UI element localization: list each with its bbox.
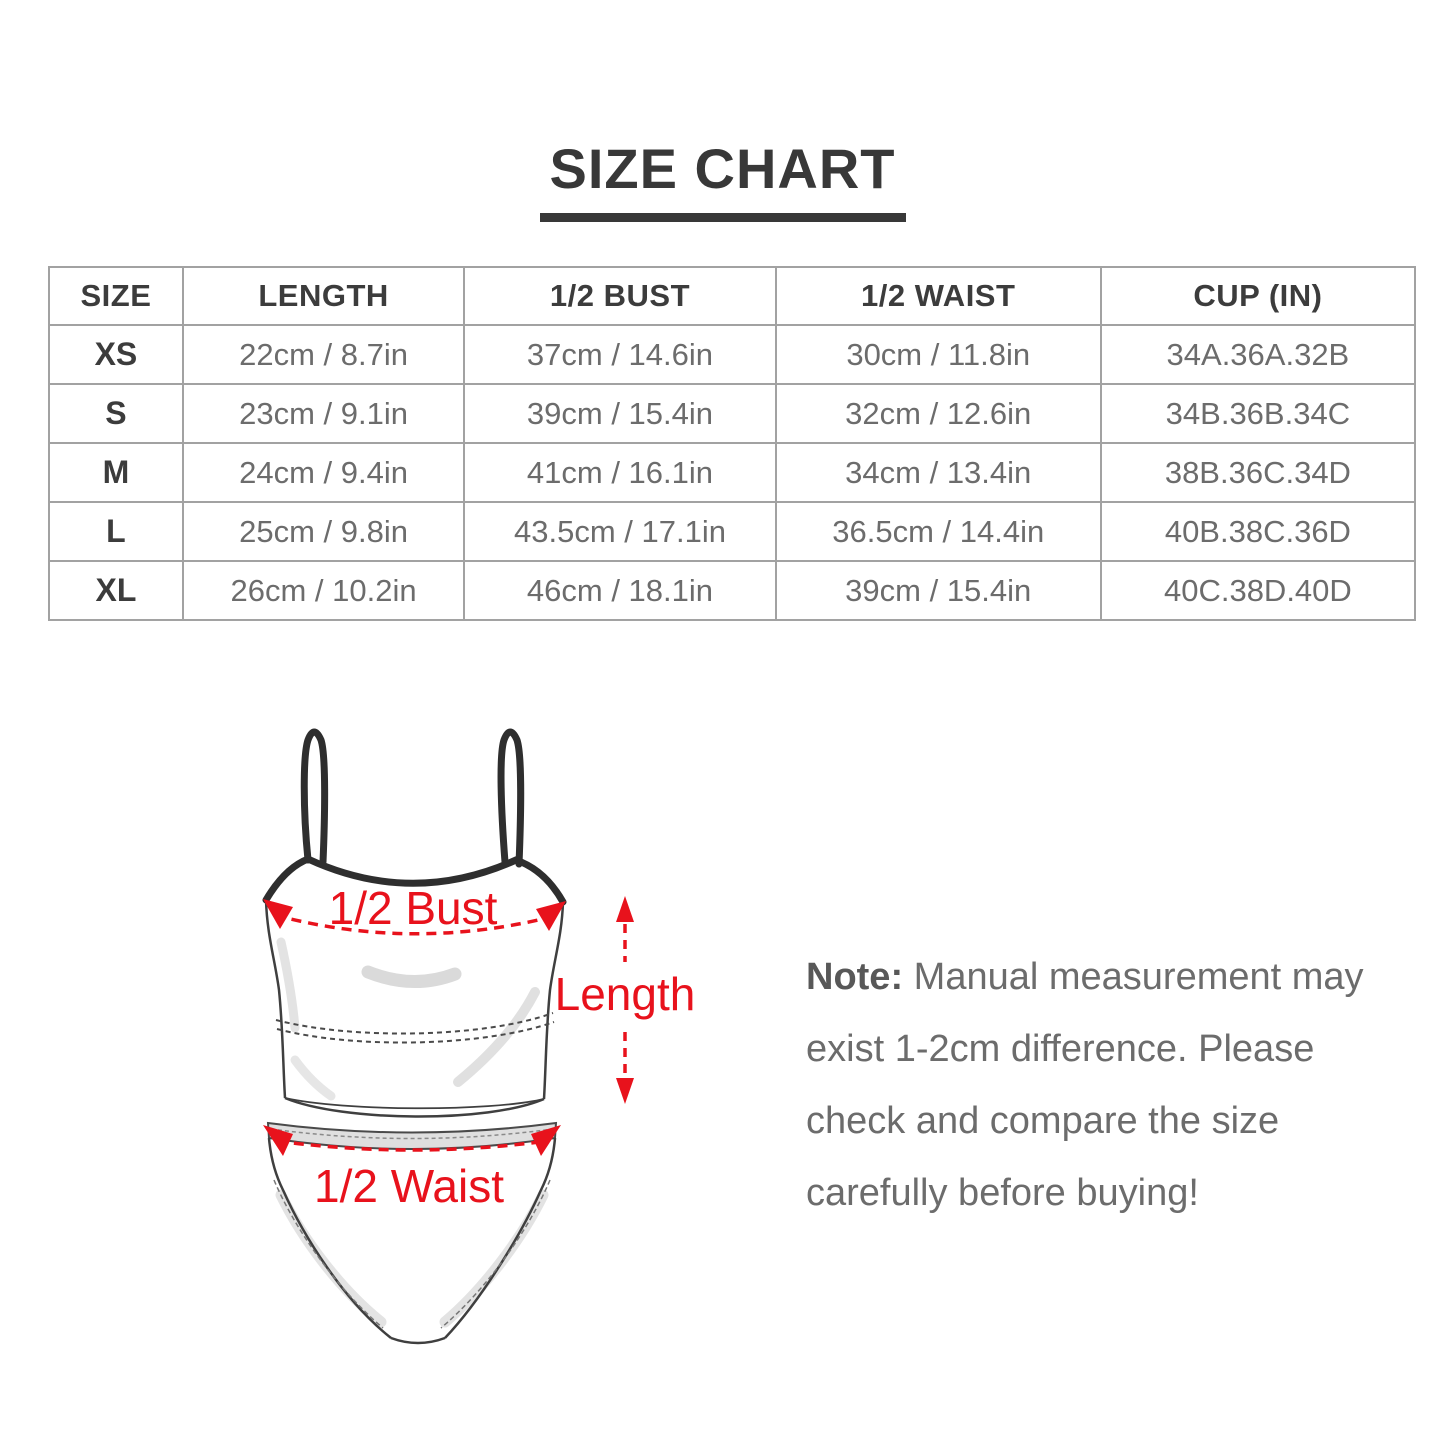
size-cell: S [48, 383, 184, 444]
right-strap [497, 728, 525, 868]
length-cell: 26cm / 10.2in [181, 560, 466, 621]
waist-cell: 30cm / 11.8in [774, 324, 1102, 385]
cup-cell: 40B.38C.36D [1099, 501, 1417, 562]
length-cell: 23cm / 9.1in [181, 383, 466, 444]
waist-cell: 34cm / 13.4in [774, 442, 1102, 503]
table-row-l: L 25cm / 9.8in 43.5cm / 17.1in 36.5cm / … [48, 501, 1417, 562]
size-cell: XS [48, 324, 184, 385]
brief-illustration [266, 1121, 558, 1345]
length-arrow [616, 896, 634, 1104]
length-cell: 22cm / 8.7in [181, 324, 466, 385]
table-row-m: M 24cm / 9.4in 41cm / 16.1in 34cm / 13.4… [48, 442, 1417, 503]
length-cell: 25cm / 9.8in [181, 501, 466, 562]
size-table: SIZE LENGTH 1/2 BUST 1/2 WAIST CUP (IN) … [48, 266, 1417, 621]
column-header-waist: 1/2 WAIST [774, 266, 1102, 326]
column-header-bust: 1/2 BUST [463, 266, 777, 326]
size-cell: L [48, 501, 184, 562]
size-cell: XL [48, 560, 184, 621]
note-body: Manual measurement may exist 1-2cm diffe… [806, 956, 1364, 1214]
cami-top-illustration [262, 728, 567, 1118]
left-strap [300, 728, 329, 866]
waist-arrow [263, 1125, 561, 1156]
length-label: Length [555, 968, 696, 1020]
waist-cell: 36.5cm / 14.4in [774, 501, 1102, 562]
neckline [262, 855, 567, 906]
bust-cell: 43.5cm / 17.1in [463, 501, 777, 562]
length-cell: 24cm / 9.4in [181, 442, 466, 503]
note-text: Note: Manual measurement may exist 1-2cm… [806, 941, 1384, 1229]
bust-cell: 37cm / 14.6in [463, 324, 777, 385]
note-label: Note: [806, 956, 904, 998]
size-cell: M [48, 442, 184, 503]
waist-cell: 39cm / 15.4in [774, 560, 1102, 621]
bust-cell: 46cm / 18.1in [463, 560, 777, 621]
cup-cell: 34A.36A.32B [1099, 324, 1417, 385]
table-header-row: SIZE LENGTH 1/2 BUST 1/2 WAIST CUP (IN) [48, 266, 1417, 326]
bust-arrow [263, 899, 566, 936]
bust-cell: 39cm / 15.4in [463, 383, 777, 444]
waist-cell: 32cm / 12.6in [774, 383, 1102, 444]
column-header-cup: CUP (IN) [1099, 266, 1417, 326]
cup-cell: 34B.36B.34C [1099, 383, 1417, 444]
column-header-size: SIZE [48, 266, 184, 326]
waist-label: 1/2 Waist [314, 1160, 504, 1212]
bust-label: 1/2 Bust [329, 882, 498, 934]
table-row-xs: XS 22cm / 8.7in 37cm / 14.6in 30cm / 11.… [48, 324, 1417, 385]
column-header-length: LENGTH [181, 266, 466, 326]
table-row-xl: XL 26cm / 10.2in 46cm / 18.1in 39cm / 15… [48, 560, 1417, 621]
title-block: SIZE CHART [0, 136, 1445, 222]
garment-diagram: 1/2 Bust Length [262, 728, 696, 1345]
table-row-s: S 23cm / 9.1in 39cm / 15.4in 32cm / 12.6… [48, 383, 1417, 444]
page-title: SIZE CHART [539, 136, 906, 222]
cup-cell: 40C.38D.40D [1099, 560, 1417, 621]
bust-cell: 41cm / 16.1in [463, 442, 777, 503]
cup-cell: 38B.36C.34D [1099, 442, 1417, 503]
